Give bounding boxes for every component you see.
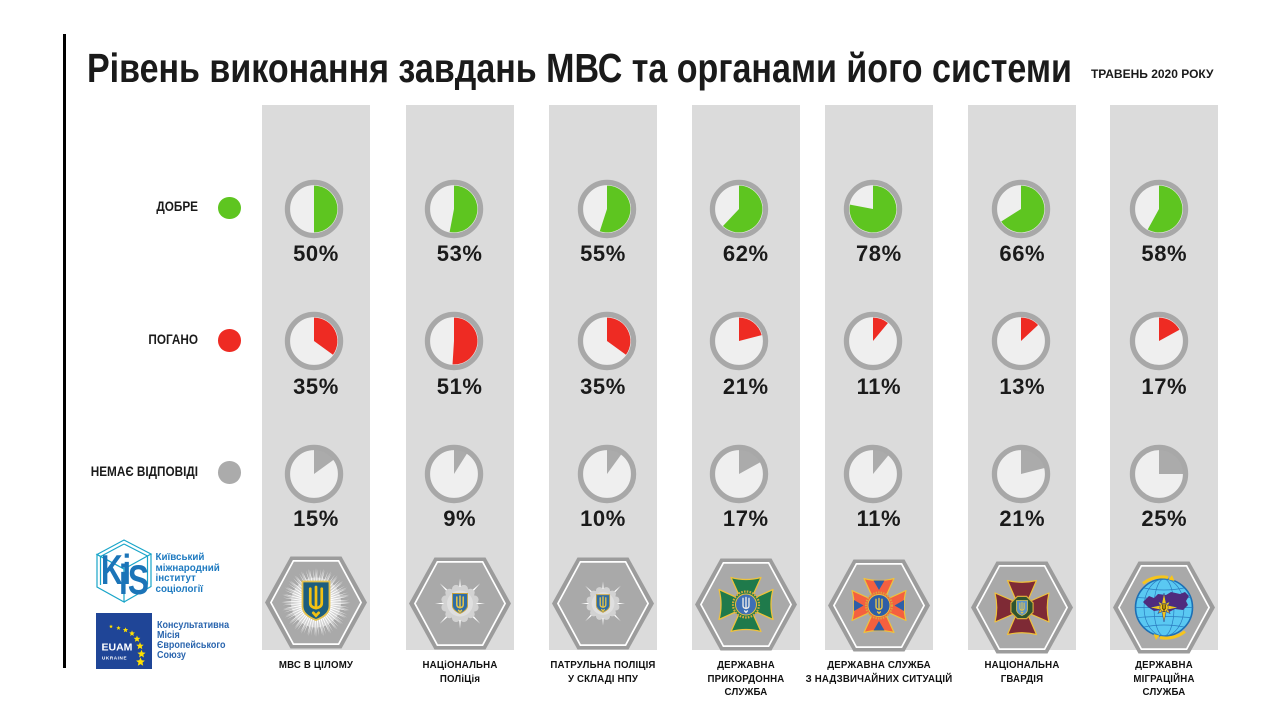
svg-text:UKRAINE: UKRAINE xyxy=(102,655,127,660)
svg-text:EUAM: EUAM xyxy=(102,641,133,653)
svg-text:iS: iS xyxy=(119,556,149,603)
svg-text:Ki: Ki xyxy=(101,546,131,593)
